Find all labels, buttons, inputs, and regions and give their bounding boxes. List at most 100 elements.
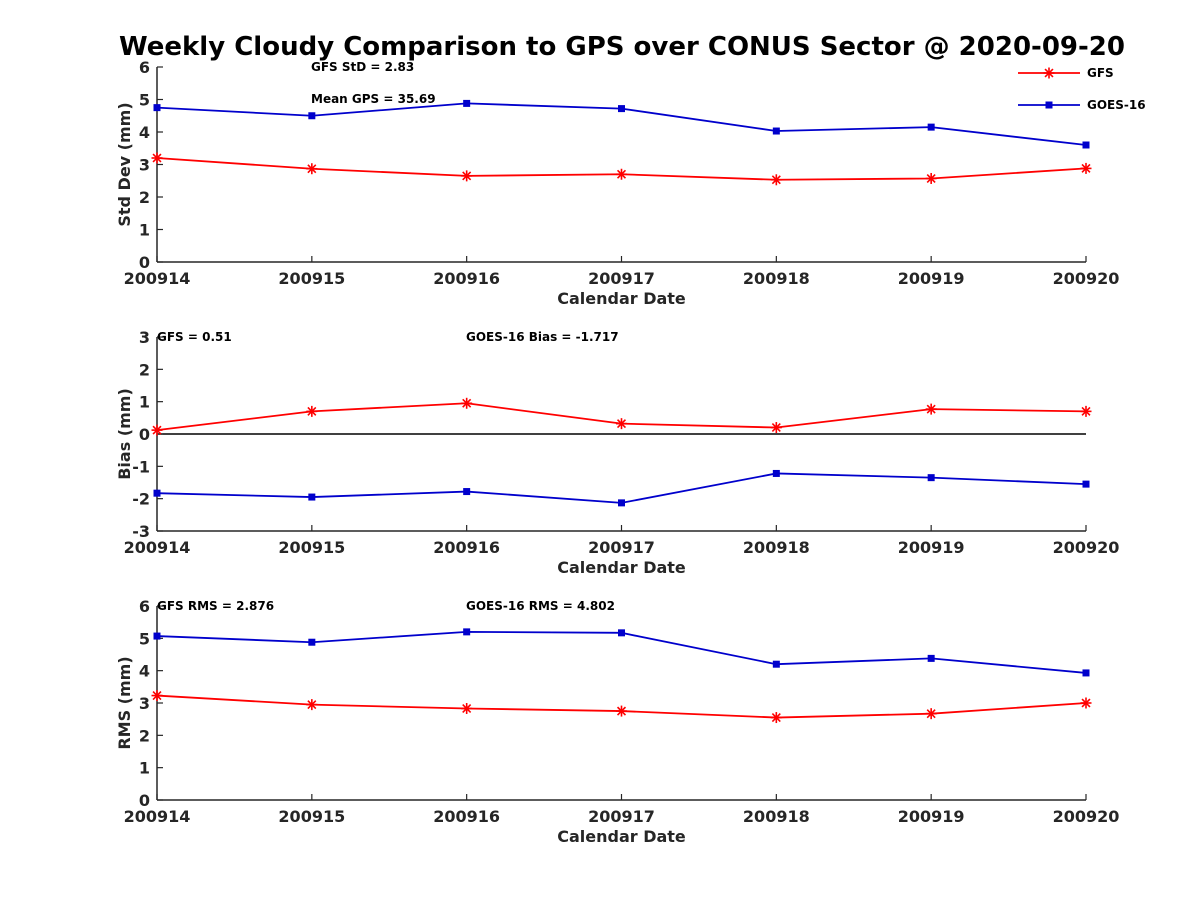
x-tick-label: 200919 — [898, 538, 965, 557]
data-point-gfs — [1080, 405, 1092, 417]
data-point-goes-16 — [772, 469, 780, 477]
data-point-gfs — [461, 702, 473, 714]
data-point-goes-16 — [463, 488, 471, 496]
x-axis-label: Calendar Date — [557, 289, 686, 308]
legend-entry-goes-16: GOES-16 — [1018, 98, 1146, 112]
annotation: GOES-16 Bias = -1.717 — [466, 330, 619, 344]
y-axis-label: Bias (mm) — [115, 388, 134, 480]
series-line-goes-16 — [156, 630, 1087, 674]
x-tick-label: 200920 — [1053, 269, 1120, 288]
x-tick-label: 200917 — [588, 269, 655, 288]
data-point-goes-16 — [463, 628, 471, 636]
data-point-goes-16 — [772, 660, 780, 668]
x-axis-label: Calendar Date — [557, 558, 686, 577]
y-tick-label: -2 — [132, 490, 150, 509]
annotation: GFS StD = 2.83 — [311, 60, 414, 74]
panel-3: 0 1 2 3 4 5 6 200914 200915 200916 200917 200918 200… — [115, 597, 1119, 846]
data-point-goes-16 — [1082, 669, 1090, 677]
data-point-gfs — [925, 172, 937, 184]
data-point-goes-16 — [927, 654, 935, 662]
legend: GFS GOES-16 — [1018, 66, 1146, 112]
data-point-goes-16 — [153, 489, 161, 497]
x-tick-label: 200919 — [898, 269, 965, 288]
data-point-goes-16 — [772, 127, 780, 135]
data-point-goes-16 — [1082, 141, 1090, 149]
data-point-gfs — [461, 397, 473, 409]
data-point-goes-16 — [308, 493, 316, 501]
x-tick-label: 200915 — [278, 269, 345, 288]
annotation: GFS = 0.51 — [157, 330, 232, 344]
data-point-gfs — [925, 403, 937, 415]
y-tick-label: 3 — [139, 694, 150, 713]
y-tick-label: -1 — [132, 457, 150, 476]
data-point-gfs — [770, 174, 782, 186]
y-tick-label: 0 — [139, 791, 150, 810]
x-tick-label: 200918 — [743, 269, 810, 288]
chart-title: Weekly Cloudy Comparison to GPS over CON… — [119, 32, 1125, 62]
y-tick-label: 1 — [139, 393, 150, 412]
x-tick-label: 200920 — [1053, 807, 1120, 826]
data-point-gfs — [306, 405, 318, 417]
y-tick-label: 3 — [139, 156, 150, 175]
data-point-goes-16 — [927, 474, 935, 482]
y-tick-label: 4 — [139, 662, 150, 681]
data-point-gfs — [1080, 162, 1092, 174]
x-tick-label: 200915 — [278, 807, 345, 826]
y-tick-label: 5 — [139, 629, 150, 648]
x-tick-label: 200916 — [433, 538, 500, 557]
data-point-goes-16 — [618, 105, 625, 113]
data-point-goes-16 — [153, 104, 161, 112]
x-tick-label: 200918 — [743, 807, 810, 826]
y-tick-label: 0 — [139, 425, 150, 444]
x-tick-label: 200916 — [433, 807, 500, 826]
data-point-gfs — [306, 163, 318, 175]
y-axis-label: Std Dev (mm) — [115, 102, 134, 226]
panel-1: 0 1 2 3 4 5 6 200914 200915 200916 200917 200918 200… — [115, 58, 1119, 308]
data-point-goes-16 — [1082, 480, 1090, 488]
y-tick-label: 2 — [139, 360, 150, 379]
y-tick-label: 6 — [139, 597, 150, 616]
data-point-goes-16 — [463, 99, 471, 107]
x-tick-label: 200918 — [743, 538, 810, 557]
legend-entry-gfs: GFS — [1018, 66, 1114, 80]
y-tick-label: 4 — [139, 123, 150, 142]
data-point-goes-16 — [308, 638, 316, 646]
data-point-gfs — [616, 705, 627, 717]
x-tick-label: 200914 — [124, 538, 191, 557]
y-tick-label: 2 — [139, 726, 150, 745]
data-point-gfs — [306, 699, 318, 711]
data-point-gfs — [151, 424, 163, 436]
data-point-gfs — [616, 168, 627, 180]
legend-label: GFS — [1087, 66, 1114, 80]
panel-2: -3 -2 -1 0 1 2 3 200914 200915 200916 200917 200918… — [115, 328, 1119, 577]
y-tick-label: 1 — [139, 221, 150, 240]
x-tick-label: 200920 — [1053, 538, 1120, 557]
legend-label: GOES-16 — [1087, 98, 1146, 112]
annotation: GOES-16 RMS = 4.802 — [466, 599, 615, 613]
x-tick-label: 200914 — [124, 807, 191, 826]
y-axis-label: RMS (mm) — [115, 656, 134, 749]
legend-marker — [1045, 101, 1053, 109]
x-tick-label: 200917 — [588, 538, 655, 557]
data-point-gfs — [770, 422, 782, 434]
annotation: Mean GPS = 35.69 — [311, 92, 436, 106]
y-tick-label: -3 — [132, 522, 150, 541]
data-point-gfs — [1080, 697, 1092, 709]
x-tick-label: 200914 — [124, 269, 191, 288]
x-tick-label: 200916 — [433, 269, 500, 288]
annotation: GFS RMS = 2.876 — [157, 599, 274, 613]
data-point-gfs — [925, 708, 937, 720]
data-point-goes-16 — [927, 123, 935, 131]
x-axis-label: Calendar Date — [557, 827, 686, 846]
data-point-gfs — [770, 712, 782, 724]
x-tick-label: 200917 — [588, 807, 655, 826]
series-line-goes-16 — [156, 472, 1087, 504]
data-point-gfs — [151, 152, 163, 164]
y-tick-label: 1 — [139, 759, 150, 778]
y-tick-label: 6 — [139, 58, 150, 77]
data-point-goes-16 — [153, 632, 161, 640]
y-tick-label: 0 — [139, 253, 150, 272]
y-tick-label: 3 — [139, 328, 150, 347]
